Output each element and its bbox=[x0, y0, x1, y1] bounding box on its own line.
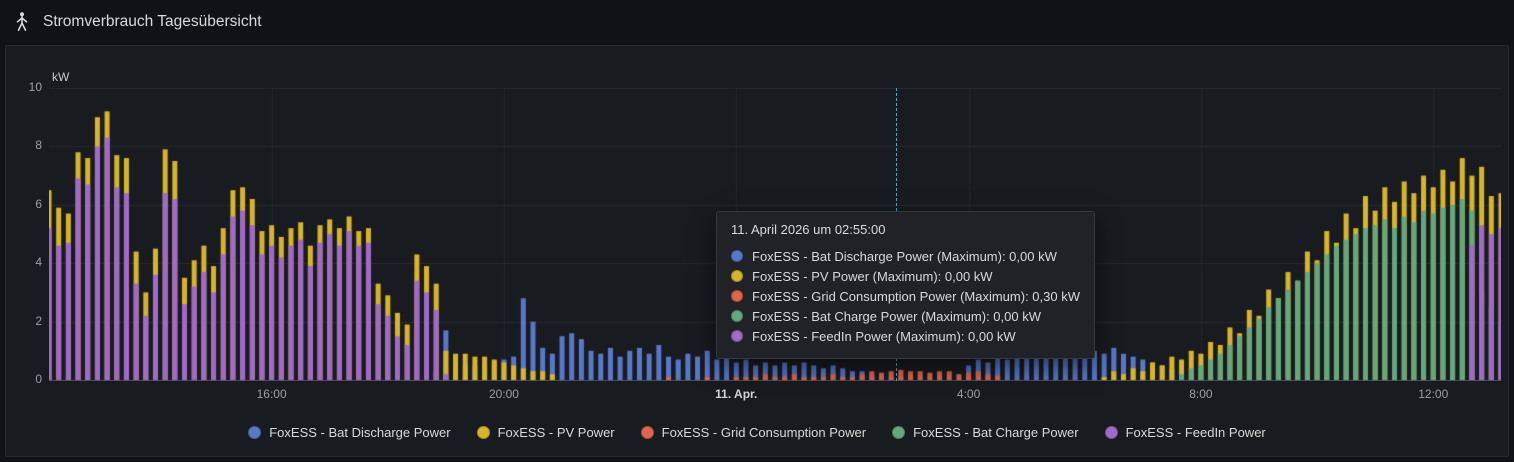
series-dot-bat-discharge bbox=[731, 250, 743, 262]
x-axis-label-day: 11. Apr. bbox=[715, 387, 757, 401]
series-dot-feedin bbox=[731, 330, 743, 342]
legend-item-grid-consumption[interactable]: FoxESS - Grid Consumption Power bbox=[641, 425, 866, 440]
tooltip-row: FoxESS - FeedIn Power (Maximum): 0,00 kW bbox=[731, 326, 1080, 346]
y-axis-label: 4 bbox=[8, 255, 42, 269]
legend-label: FoxESS - Bat Discharge Power bbox=[269, 425, 450, 440]
series-dot-pv bbox=[731, 270, 743, 282]
legend-label: FoxESS - Bat Charge Power bbox=[913, 425, 1078, 440]
dashboard-header: Stromverbrauch Tagesübersicht bbox=[0, 0, 1514, 43]
tooltip-row: FoxESS - Bat Discharge Power (Maximum): … bbox=[731, 246, 1080, 266]
tooltip-timestamp: 11. April 2026 um 02:55:00 bbox=[731, 222, 1080, 237]
chart-panel: kW 10 8 6 4 2 0 16:00 20:00 11. Apr. 4:0… bbox=[5, 45, 1509, 457]
legend-swatch-pv bbox=[477, 426, 490, 439]
person-icon bbox=[12, 11, 32, 32]
legend-swatch-bat-charge bbox=[892, 426, 905, 439]
tooltip-row-text: FoxESS - Bat Charge Power (Maximum): 0,0… bbox=[752, 309, 1041, 324]
legend: FoxESS - Bat Discharge Power FoxESS - PV… bbox=[6, 414, 1508, 450]
y-axis-label: 10 bbox=[8, 80, 42, 94]
x-axis-label: 16:00 bbox=[257, 387, 287, 401]
legend-label: FoxESS - PV Power bbox=[498, 425, 615, 440]
legend-label: FoxESS - Grid Consumption Power bbox=[662, 425, 866, 440]
legend-item-bat-discharge[interactable]: FoxESS - Bat Discharge Power bbox=[248, 425, 450, 440]
y-axis-label: 8 bbox=[8, 138, 42, 152]
legend-swatch-grid-consumption bbox=[641, 426, 654, 439]
y-axis-label: 0 bbox=[8, 372, 42, 386]
series-dot-bat-charge bbox=[731, 310, 743, 322]
series-dot-grid-consumption bbox=[731, 290, 743, 302]
y-axis-label: 2 bbox=[8, 314, 42, 328]
tooltip: 11. April 2026 um 02:55:00 FoxESS - Bat … bbox=[716, 211, 1095, 359]
legend-item-feedin[interactable]: FoxESS - FeedIn Power bbox=[1105, 425, 1266, 440]
x-axis-label: 12:00 bbox=[1418, 387, 1448, 401]
legend-label: FoxESS - FeedIn Power bbox=[1126, 425, 1266, 440]
x-axis-label: 4:00 bbox=[957, 387, 980, 401]
tooltip-row: FoxESS - PV Power (Maximum): 0,00 kW bbox=[731, 266, 1080, 286]
x-axis-label: 20:00 bbox=[489, 387, 519, 401]
legend-item-pv[interactable]: FoxESS - PV Power bbox=[477, 425, 615, 440]
legend-swatch-bat-discharge bbox=[248, 426, 261, 439]
tooltip-row: FoxESS - Bat Charge Power (Maximum): 0,0… bbox=[731, 306, 1080, 326]
tooltip-row-text: FoxESS - Grid Consumption Power (Maximum… bbox=[752, 289, 1080, 304]
x-axis-label: 8:00 bbox=[1189, 387, 1212, 401]
y-axis-label: 6 bbox=[8, 197, 42, 211]
tooltip-row: FoxESS - Grid Consumption Power (Maximum… bbox=[731, 286, 1080, 306]
legend-item-bat-charge[interactable]: FoxESS - Bat Charge Power bbox=[892, 425, 1078, 440]
tooltip-row-text: FoxESS - Bat Discharge Power (Maximum): … bbox=[752, 249, 1057, 264]
tooltip-row-text: FoxESS - FeedIn Power (Maximum): 0,00 kW bbox=[752, 329, 1016, 344]
legend-swatch-feedin bbox=[1105, 426, 1118, 439]
tooltip-row-text: FoxESS - PV Power (Maximum): 0,00 kW bbox=[752, 269, 993, 284]
y-axis-unit: kW bbox=[52, 70, 69, 84]
page-title: Stromverbrauch Tagesübersicht bbox=[43, 13, 262, 31]
